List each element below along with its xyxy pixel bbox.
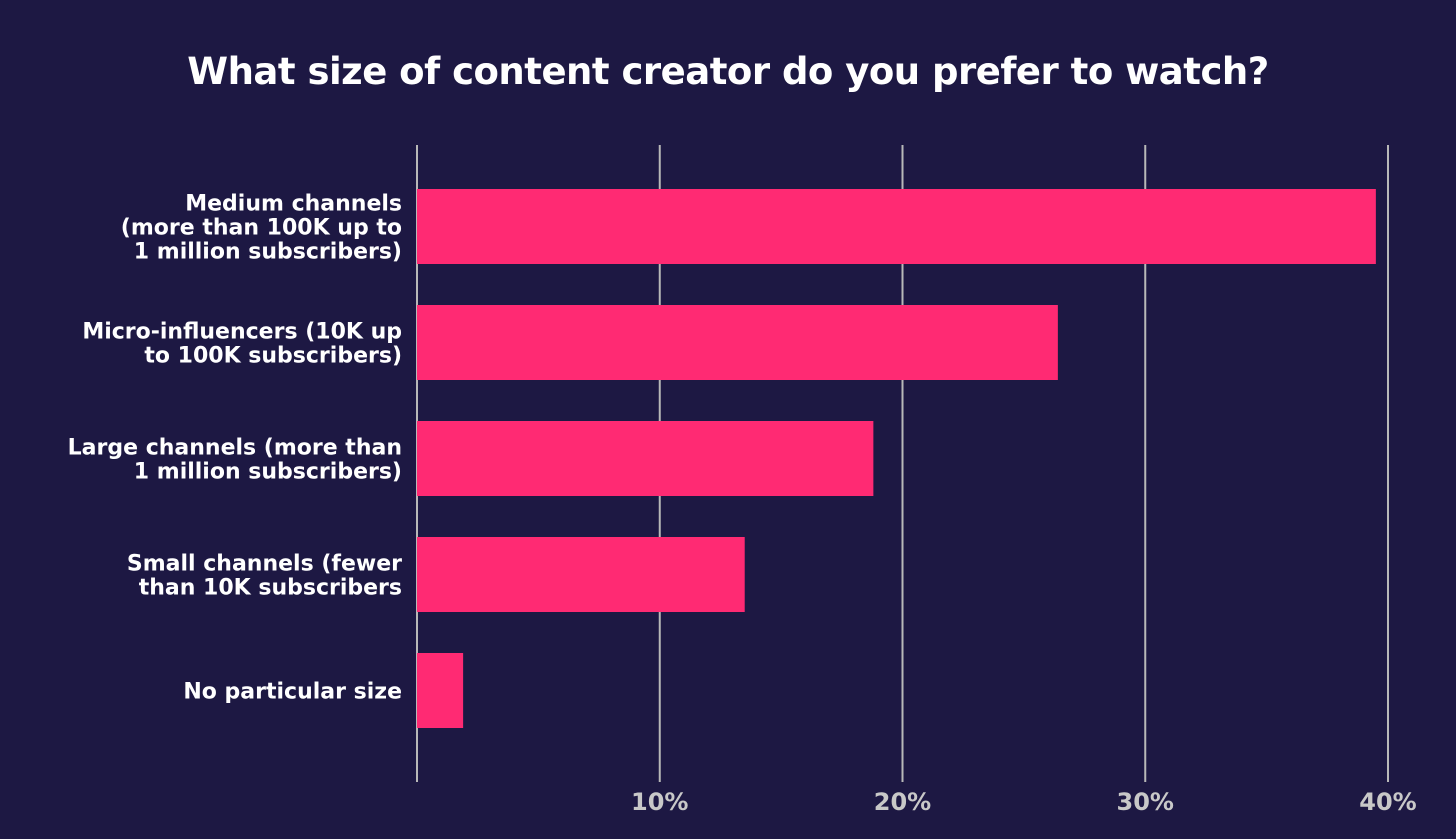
- category-label-line: to 100K subscribers): [144, 344, 402, 369]
- category-label-line: Large channels (more than: [68, 436, 402, 461]
- category-label-line: Medium channels: [185, 192, 402, 217]
- bar: [417, 537, 745, 612]
- bars: [417, 189, 1376, 728]
- chart-title: What size of content creator do you pref…: [187, 50, 1269, 93]
- category-label-line: No particular size: [183, 680, 402, 705]
- x-tick-label: 20%: [874, 788, 931, 816]
- category-label-line: (more than 100K up to: [121, 216, 402, 241]
- bar: [417, 189, 1376, 264]
- x-tick-label: 30%: [1117, 788, 1174, 816]
- x-tick-label: 10%: [631, 788, 688, 816]
- category-label-line: Small channels (fewer: [127, 552, 402, 577]
- category-label-line: Micro-influencers (10K up: [82, 320, 402, 345]
- category-label: Small channels (fewer than 10K subscriber…: [127, 552, 402, 601]
- category-label-line: 1 million subscribers): [134, 240, 402, 265]
- category-label-line: 1 million subscribers): [134, 460, 402, 485]
- category-labels: Medium channels (more than 100K up to 1 mi…: [68, 192, 402, 705]
- category-label: No particular size: [183, 680, 402, 705]
- category-label: Large channels (more than 1 million subsc…: [68, 436, 402, 485]
- category-label: Micro-influencers (10K up to 100K subscri…: [82, 320, 402, 369]
- bar: [417, 421, 874, 496]
- category-label-line: than 10K subscribers: [139, 576, 402, 601]
- bar: [417, 305, 1058, 380]
- x-tick-label: 40%: [1359, 788, 1416, 816]
- category-label: Medium channels (more than 100K up to 1 mi…: [121, 192, 402, 265]
- x-tick-labels: 10% 20% 30% 40%: [631, 788, 1417, 816]
- bar: [417, 653, 464, 728]
